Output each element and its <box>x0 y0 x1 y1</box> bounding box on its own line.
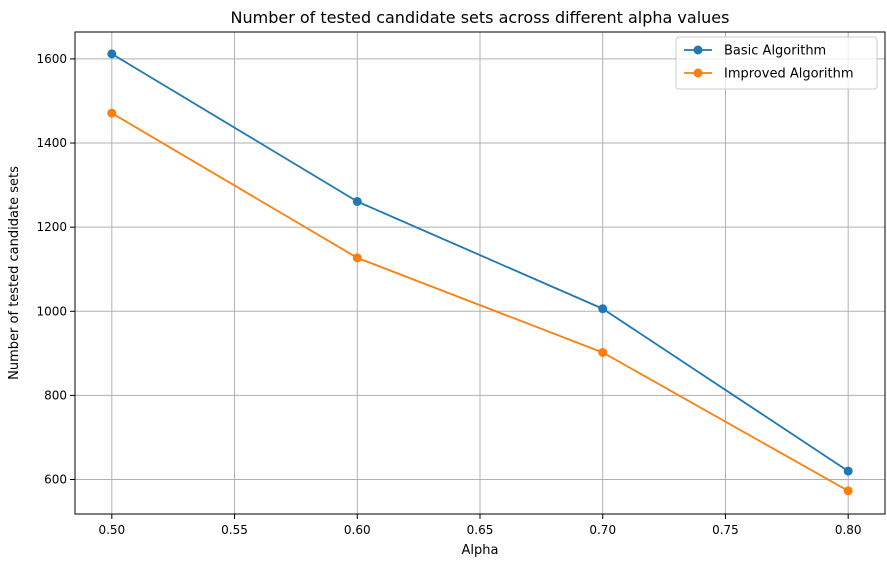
data-point <box>843 466 853 476</box>
data-point <box>107 108 117 118</box>
chart-title: Number of tested candidate sets across d… <box>231 8 730 27</box>
y-tick-label: 1400 <box>36 136 67 150</box>
x-tick-label: 0.50 <box>98 523 125 537</box>
x-axis-label: Alpha <box>462 543 499 558</box>
x-axis-ticks: 0.50 0.55 0.60 0.65 0.70 0.75 0.80 <box>98 514 862 537</box>
data-point <box>352 196 362 206</box>
x-tick-label: 0.70 <box>589 523 616 537</box>
y-tick-label: 1600 <box>36 52 67 66</box>
x-tick-label: 0.55 <box>221 523 248 537</box>
legend-marker <box>693 45 703 55</box>
series-improved-algorithm <box>107 108 853 496</box>
legend-box <box>675 36 878 90</box>
y-tick-label: 600 <box>44 473 67 487</box>
legend-label: Basic Algorithm <box>724 44 826 59</box>
legend: Basic Algorithm Improved Algorithm <box>675 36 878 90</box>
series-line <box>111 112 849 492</box>
plot-frame <box>74 31 886 515</box>
legend-entry: Basic Algorithm <box>684 44 826 59</box>
legend-marker <box>693 68 703 78</box>
y-axis-ticks: 600 800 1000 1200 1400 1600 <box>36 52 75 487</box>
grid-lines <box>75 32 885 514</box>
y-tick-label: 800 <box>44 388 67 402</box>
data-point <box>598 347 608 357</box>
x-tick-label: 0.60 <box>344 523 371 537</box>
data-series <box>107 49 853 496</box>
y-tick-label: 1200 <box>36 220 67 234</box>
legend-entry: Improved Algorithm <box>684 67 854 82</box>
series-line <box>111 53 849 472</box>
x-tick-label: 0.75 <box>712 523 739 537</box>
series-basic-algorithm <box>107 49 853 476</box>
data-point <box>107 49 117 59</box>
data-point <box>598 304 608 314</box>
x-tick-label: 0.80 <box>835 523 862 537</box>
x-tick-label: 0.65 <box>467 523 494 537</box>
data-point <box>352 253 362 263</box>
data-point <box>843 486 853 496</box>
y-axis-label: Number of tested candidate sets <box>7 166 22 380</box>
y-tick-label: 1000 <box>36 304 67 318</box>
legend-label: Improved Algorithm <box>724 67 854 82</box>
